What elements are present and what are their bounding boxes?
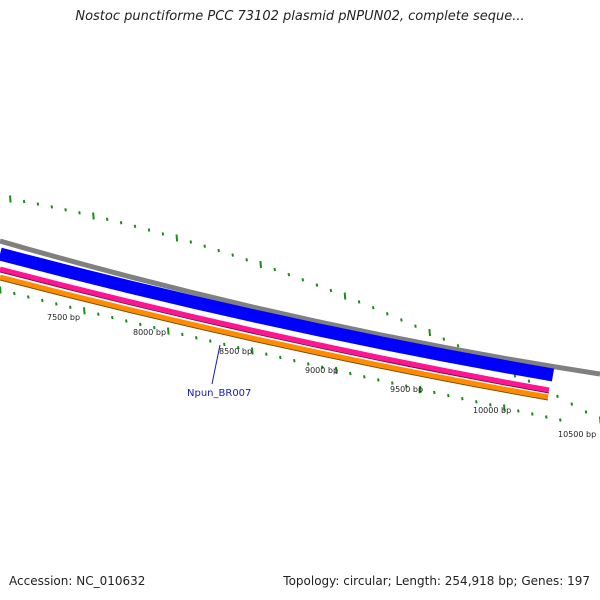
outer-minor-tick: [133, 224, 137, 228]
inner-major-tick: [335, 366, 338, 374]
outer-minor-tick: [570, 402, 574, 406]
inner-minor-tick: [139, 322, 142, 327]
inner-major-tick: [83, 307, 86, 315]
inner-minor-tick: [433, 390, 436, 395]
outer-minor-tick: [22, 199, 26, 204]
magenta-track-edge: [0, 271, 550, 394]
tick-label-10000: 10000 bp: [473, 406, 511, 415]
outer-major-tick: [175, 234, 179, 242]
tick-label-8500: 8500 bp: [219, 347, 252, 356]
outer-minor-tick: [273, 267, 276, 272]
outer-minor-tick: [584, 410, 588, 414]
tick-label-9500: 9500 bp: [390, 385, 423, 394]
outer-minor-tick: [456, 344, 460, 348]
inner-minor-tick: [391, 381, 394, 385]
inner-major-tick: [167, 327, 170, 335]
outer-minor-tick: [203, 244, 206, 248]
inner-minor-tick: [111, 315, 114, 320]
inner-minor-tick: [41, 298, 44, 303]
outer-minor-tick: [371, 306, 375, 310]
inner-minor-tick: [237, 346, 240, 350]
inner-minor-tick: [405, 384, 408, 388]
inner-minor-tick: [531, 412, 534, 416]
outer-major-tick: [92, 212, 95, 220]
inner-minor-tick: [559, 418, 562, 422]
outer-minor-tick: [36, 202, 40, 206]
tick-label-9000: 9000 bp: [305, 366, 338, 375]
inner-major-tick: [251, 347, 254, 355]
outer-minor-tick: [231, 253, 234, 257]
inner-minor-tick: [545, 415, 548, 419]
inner-minor-tick: [307, 362, 310, 366]
outer-minor-tick: [147, 228, 151, 232]
gene-track-blue[interactable]: [0, 247, 555, 382]
outer-major-tick: [9, 195, 12, 203]
inner-minor-tick: [377, 378, 380, 382]
outer-minor-tick: [442, 337, 446, 341]
inner-minor-tick: [181, 332, 184, 337]
tick-label-8000: 8000 bp: [133, 328, 166, 337]
feature-leader-line: [211, 344, 221, 385]
inner-minor-tick: [27, 295, 30, 299]
inner-minor-tick: [293, 359, 296, 363]
feature-track-orange[interactable]: [0, 274, 549, 400]
inner-minor-tick: [69, 305, 72, 309]
inner-minor-tick: [223, 342, 226, 347]
outer-minor-tick: [161, 232, 165, 236]
inner-minor-tick: [125, 319, 128, 323]
inner-minor-tick: [517, 409, 520, 413]
inner-minor-tick: [279, 355, 282, 360]
tick-label-10500: 10500 bp: [558, 430, 596, 439]
inner-minor-tick: [489, 403, 492, 407]
outer-major-tick: [428, 329, 431, 337]
inner-minor-tick: [195, 336, 198, 340]
outer-minor-tick: [105, 217, 109, 221]
outer-minor-tick: [217, 248, 220, 253]
inner-minor-tick: [349, 371, 352, 376]
tick-label-7500: 7500 bp: [47, 313, 80, 322]
outer-minor-tick: [357, 300, 361, 304]
feature-label-npun-br007[interactable]: Npun_BR007: [187, 388, 251, 399]
outer-minor-tick: [245, 258, 248, 262]
inner-minor-tick: [265, 352, 268, 356]
inner-major-tick: [503, 404, 506, 412]
inner-minor-tick: [447, 393, 450, 398]
outer-minor-tick: [287, 272, 291, 277]
orange-track-edge: [0, 279, 549, 401]
inner-minor-tick: [363, 375, 366, 379]
map-title: Nostoc punctiforme PCC 73102 plasmid pNP…: [75, 9, 525, 24]
feature-track-magenta[interactable]: [0, 266, 550, 393]
outer-minor-tick: [50, 205, 54, 209]
outer-minor-tick: [315, 283, 319, 287]
outer-minor-tick: [386, 312, 389, 316]
inner-tick-ring: [0, 286, 562, 422]
outer-minor-tick: [527, 379, 531, 383]
outer-minor-tick: [329, 288, 333, 293]
accession-text: Accession: NC_010632: [9, 574, 146, 588]
outer-minor-tick: [556, 394, 559, 398]
outer-minor-tick: [414, 324, 417, 328]
inner-minor-tick: [461, 397, 464, 401]
inner-minor-tick: [153, 326, 156, 330]
inner-major-tick: [419, 385, 422, 393]
outer-major-tick: [343, 292, 347, 300]
inner-major-tick: [0, 286, 2, 294]
outer-minor-tick: [400, 318, 403, 322]
outer-minor-tick: [189, 240, 193, 244]
inner-minor-tick: [55, 302, 58, 306]
genome-summary-text: Topology: circular; Length: 254,918 bp; …: [283, 574, 590, 588]
inner-minor-tick: [475, 400, 478, 404]
outer-major-tick: [259, 261, 262, 269]
outer-minor-tick: [78, 211, 81, 215]
outer-minor-tick: [301, 278, 305, 282]
inner-minor-tick: [321, 365, 324, 369]
inner-minor-tick: [13, 291, 16, 296]
inner-minor-tick: [209, 339, 212, 343]
backbone-outer-line: [0, 238, 600, 377]
inner-minor-tick: [97, 312, 100, 316]
outer-minor-tick: [119, 221, 123, 225]
outer-minor-tick: [64, 208, 67, 212]
